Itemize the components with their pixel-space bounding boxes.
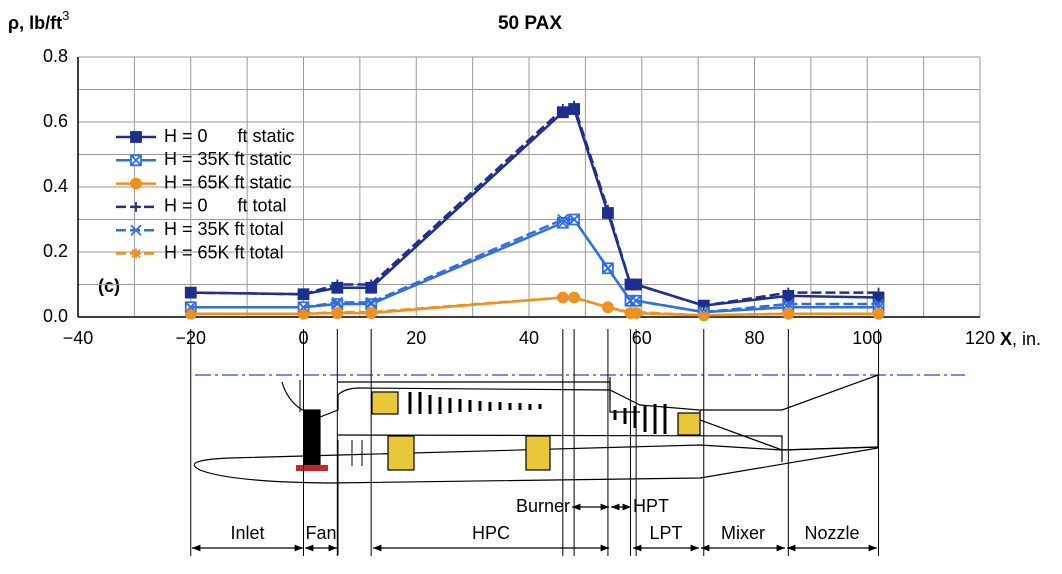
fan-blade xyxy=(303,409,321,466)
marker xyxy=(332,307,343,318)
inner-block xyxy=(387,435,415,471)
legend-label: H = 65K ft static xyxy=(164,172,292,192)
series-line xyxy=(190,218,879,314)
marker xyxy=(783,287,794,298)
marker xyxy=(557,104,568,114)
station-lines xyxy=(190,329,880,556)
marker xyxy=(568,213,580,226)
legend-label: H = 0 ft total xyxy=(164,196,287,216)
section-label: HPC xyxy=(472,523,510,543)
y-tick-label: 0.0 xyxy=(43,306,68,326)
hpc-block xyxy=(371,391,399,415)
callout-label: Burner xyxy=(516,496,570,516)
series-line xyxy=(190,104,879,307)
marker xyxy=(332,279,343,290)
x-tick-label: 20 xyxy=(406,328,426,348)
x-tick-label: 60 xyxy=(632,328,652,348)
marker xyxy=(298,289,309,300)
marker xyxy=(872,298,885,310)
fan-hub xyxy=(296,465,328,471)
section-label: Inlet xyxy=(230,523,264,543)
inner-block xyxy=(525,435,551,471)
marker xyxy=(298,308,309,319)
marker xyxy=(602,262,614,274)
y-label-sup: 3 xyxy=(62,8,69,23)
marker xyxy=(366,307,377,318)
marker xyxy=(602,302,613,313)
x-tick-label: −40 xyxy=(63,328,94,348)
section-label: Nozzle xyxy=(804,523,859,543)
marker xyxy=(185,308,196,319)
x-tick-label: 100 xyxy=(852,328,882,348)
marker xyxy=(631,279,642,290)
marker xyxy=(782,298,794,310)
marker xyxy=(557,292,568,303)
marker xyxy=(783,308,794,319)
marker xyxy=(873,287,884,298)
marker xyxy=(630,295,642,307)
y-tick-label: 0.6 xyxy=(43,111,68,131)
x-tick-label: 40 xyxy=(519,328,539,348)
x-axis-label: X, in. xyxy=(1000,329,1041,349)
marker xyxy=(331,296,343,309)
lpt-block xyxy=(677,412,701,436)
annotation: (c) xyxy=(98,276,120,296)
bypass-duct xyxy=(337,434,783,462)
marker xyxy=(625,307,636,318)
legend-marker xyxy=(130,224,142,236)
stages xyxy=(408,392,667,434)
marker xyxy=(366,279,377,290)
marker xyxy=(873,308,884,319)
y-label-text: ρ, lb/ft xyxy=(8,13,62,33)
legend-label: H = 35K ft static xyxy=(164,149,292,169)
section-label: Mixer xyxy=(721,523,765,543)
marker xyxy=(698,300,709,311)
legend-label: H = 65K ft total xyxy=(164,242,284,262)
nacelle xyxy=(193,444,879,484)
marker xyxy=(569,292,580,303)
section-label: Fan xyxy=(305,523,336,543)
struts xyxy=(299,380,363,555)
y-tick-label: 0.4 xyxy=(43,176,68,196)
legend-marker xyxy=(130,131,142,143)
legend-marker xyxy=(131,201,141,212)
grid: 0.00.20.40.60.8−40 −20 0 20 40 60 80 100 120 xyxy=(43,46,995,348)
marker xyxy=(185,287,196,298)
marker xyxy=(365,296,377,309)
legend-marker xyxy=(131,248,141,259)
marker xyxy=(557,213,569,226)
legend-label: H = 35K ft total xyxy=(164,219,284,239)
legend-marker xyxy=(130,154,142,167)
y-tick-label: 0.8 xyxy=(43,46,68,66)
section-label: LPT xyxy=(649,523,682,543)
marker xyxy=(569,100,580,111)
marker xyxy=(631,307,642,318)
plot: H = 0 ft static H = 35K ft static H = 65K … xyxy=(116,100,885,322)
callout-label: HPT xyxy=(633,496,669,516)
x-tick-label: 80 xyxy=(744,328,764,348)
marker xyxy=(602,204,613,215)
x-label-symbol: X xyxy=(1000,329,1012,349)
series-line xyxy=(190,296,879,317)
x-label-unit: , in. xyxy=(1012,329,1041,349)
marker xyxy=(698,310,709,321)
legend-marker xyxy=(130,177,142,190)
y-axis-label: ρ, lb/ft3 xyxy=(8,8,69,32)
legend-label: H = 0 ft static xyxy=(164,126,295,146)
sections: Inlet Fan HPC LPT Mixer Nozzle Burner HPT xyxy=(192,496,877,552)
engine-diagram xyxy=(193,374,965,555)
x-tick-label: 120 xyxy=(965,328,995,348)
chart-title: 50 PAX xyxy=(498,13,562,34)
y-tick-label: 0.2 xyxy=(43,241,68,261)
